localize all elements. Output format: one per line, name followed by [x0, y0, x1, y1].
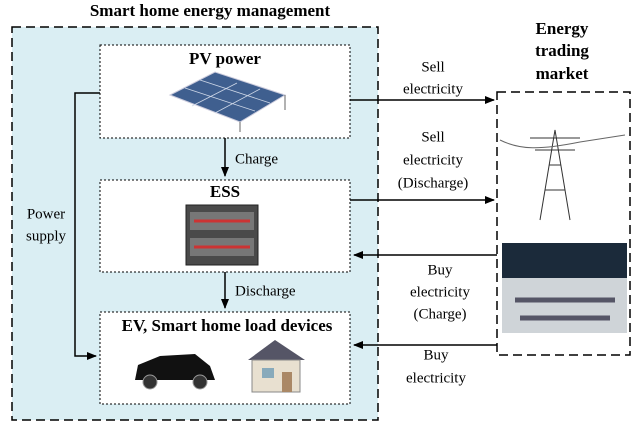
edge-label: (Discharge): [398, 175, 469, 191]
diagram: Smart home energy management PV power ES…: [0, 0, 644, 428]
edge-label: Buy: [423, 347, 449, 363]
edge-label: Power: [27, 206, 65, 222]
control-room-icon: [502, 243, 627, 333]
node-label: Energy: [536, 19, 589, 38]
edge-label: Discharge: [235, 283, 296, 299]
node-label: ESS: [210, 182, 240, 201]
edge-label: Sell: [421, 59, 444, 75]
edge-label: electricity: [410, 284, 470, 300]
node-label: market: [536, 64, 589, 83]
edge-label: electricity: [403, 81, 463, 97]
edge-label: electricity: [406, 370, 466, 386]
title: Smart home energy management: [90, 1, 331, 20]
node-label: PV power: [189, 49, 261, 68]
edge-label: Charge: [235, 151, 278, 167]
node-label: EV, Smart home load devices: [122, 316, 333, 335]
edge-label: supply: [26, 228, 67, 244]
battery-icon: [186, 205, 258, 265]
edge-label: (Charge): [413, 306, 466, 322]
edge-label: electricity: [403, 152, 463, 168]
edge-label: Sell: [421, 129, 444, 145]
edge-label: Buy: [427, 262, 453, 278]
node-label: trading: [535, 41, 589, 60]
